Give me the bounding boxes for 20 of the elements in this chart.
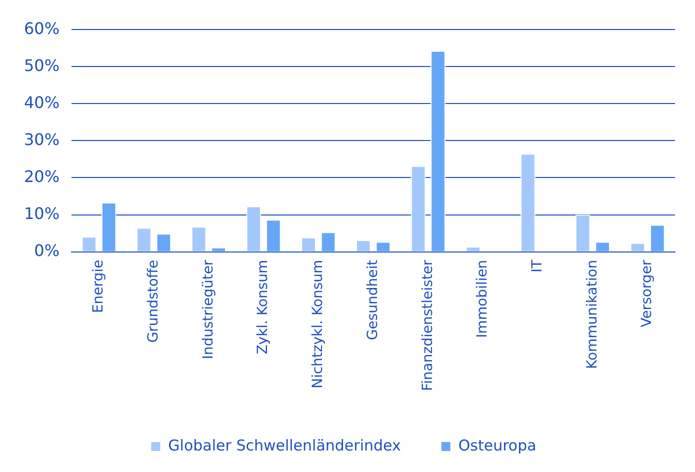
legend-label: Osteuropa	[458, 436, 536, 454]
legend-label: Globaler Schwellenländerindex	[168, 436, 401, 454]
x-tick-label: Energie	[90, 260, 107, 314]
y-tick-label: 40%	[24, 92, 60, 112]
x-tick-label: Gesundheit	[364, 259, 381, 340]
x-tick-label: Finanzdienstleister	[420, 260, 436, 392]
y-tick-label: 50%	[24, 56, 60, 75]
x-tick-label: IT	[529, 259, 546, 272]
y-tick-label: 0%	[34, 240, 60, 260]
y-tick-label: 10%	[24, 204, 60, 223]
x-tick-label: Versorger	[639, 260, 656, 328]
x-tick-label: Industriegüter	[200, 260, 216, 360]
x-tick-label: Immobilien	[474, 260, 491, 338]
y-tick-label: 20%	[24, 166, 60, 186]
x-tick-label: Kommunikation	[584, 260, 600, 370]
y-tick-label: 30%	[24, 130, 60, 149]
y-tick-label: 60%	[24, 18, 60, 38]
x-tick-label: Nichtzykl. Konsum	[310, 260, 326, 388]
x-tick-label: Zykl. Konsum	[255, 260, 272, 354]
x-tick-label: Grundstoffe	[145, 260, 162, 343]
